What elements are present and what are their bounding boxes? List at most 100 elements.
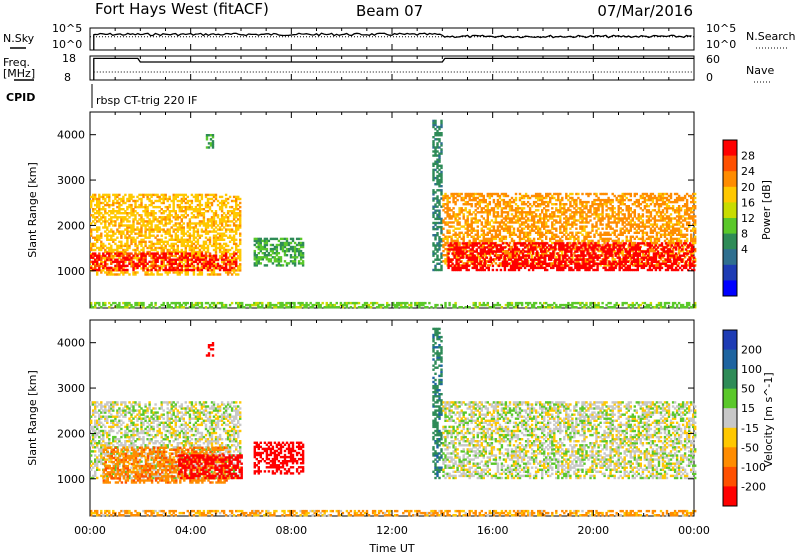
data-cell: [136, 212, 139, 215]
data-cell: [142, 238, 145, 241]
data-cell: [92, 220, 95, 223]
data-cell: [204, 205, 208, 209]
data-cell: [110, 258, 113, 261]
data-cell: [692, 211, 695, 214]
data-cell: [186, 222, 189, 225]
data-cell: [126, 252, 129, 255]
data-cell: [136, 259, 139, 262]
data-cell: [148, 254, 151, 257]
data-cell: [488, 223, 491, 226]
data-cell: [132, 212, 135, 215]
data-cell: [488, 203, 491, 206]
data-cell: [170, 252, 173, 255]
data-cell: [494, 217, 498, 220]
data-cell: [134, 238, 137, 241]
data-cell: [547, 203, 550, 206]
data-cell: [94, 236, 97, 239]
data-cell: [100, 261, 103, 264]
data-cell: [162, 193, 165, 197]
data-cell: [587, 200, 590, 204]
data-cell: [172, 197, 175, 201]
data-cell: [182, 259, 185, 262]
data-cell: [176, 244, 179, 248]
data-cell: [156, 193, 159, 197]
data-cell: [120, 232, 123, 235]
data-cell: [565, 192, 568, 196]
data-cell: [182, 242, 185, 246]
data-cell: [168, 195, 171, 199]
data-cell: [102, 208, 105, 211]
data-cell: [102, 244, 105, 248]
data-cell: [178, 250, 181, 254]
data-cell: [206, 273, 210, 276]
data-cell: [639, 221, 642, 224]
data-cell: [100, 218, 103, 221]
data-cell: [595, 221, 598, 224]
data-cell: [261, 247, 264, 251]
data-cell: [148, 222, 151, 225]
data-cell: [164, 240, 167, 243]
data-cell: [96, 220, 99, 223]
data-cell: [180, 271, 183, 274]
data-cell: [216, 238, 220, 241]
data-cell: [194, 236, 198, 239]
data-cell: [184, 212, 187, 215]
data-cell: [132, 210, 135, 213]
data-cell: [152, 248, 155, 252]
data-cell: [150, 222, 153, 225]
data-cell: [100, 246, 103, 250]
data-cell: [178, 208, 181, 211]
data-cell: [474, 196, 477, 200]
data-cell: [116, 230, 119, 233]
data-cell: [174, 236, 177, 239]
data-cell: [180, 199, 183, 203]
data-cell: [184, 197, 187, 201]
data-cell: [170, 234, 173, 237]
data-cell: [172, 201, 175, 205]
data-cell: [190, 193, 194, 197]
data-cell: [128, 262, 131, 265]
data-cell: [100, 269, 103, 272]
data-cell: [110, 261, 113, 264]
data-cell: [100, 240, 103, 243]
data-cell: [174, 210, 177, 213]
data-cell: [166, 199, 169, 203]
data-cell: [641, 213, 645, 216]
data-cell: [694, 223, 697, 226]
data-cell: [434, 121, 437, 125]
data-cell: [158, 216, 161, 219]
data-cell: [182, 240, 185, 243]
data-cell: [160, 248, 163, 252]
data-cell: [196, 240, 200, 243]
data-cell: [110, 220, 113, 223]
data-cell: [156, 199, 159, 203]
data-cell: [549, 198, 552, 202]
data-cell: [122, 230, 125, 233]
data-cell: [194, 246, 198, 250]
data-cell: [140, 230, 143, 233]
data-cell: [480, 221, 483, 224]
data-cell: [444, 211, 447, 214]
data-cell: [146, 236, 149, 239]
data-cell: [239, 263, 242, 266]
data-cell: [188, 220, 192, 223]
data-cell: [140, 234, 143, 237]
data-cell: [257, 252, 260, 255]
data-cell: [142, 193, 145, 197]
data-cell: [140, 197, 143, 201]
data-cell: [190, 208, 194, 211]
data-cell: [140, 261, 143, 264]
data-cell: [208, 193, 212, 197]
data-cell: [158, 268, 161, 272]
data-cell: [196, 222, 200, 225]
data-cell: [132, 214, 135, 217]
data-cell: [122, 252, 125, 256]
data-cell: [98, 234, 101, 237]
data-cell: [671, 205, 675, 208]
data-cell: [120, 242, 123, 246]
data-cell: [488, 227, 491, 230]
data-cell: [118, 208, 121, 211]
data-cell: [154, 248, 157, 252]
data-cell: [192, 246, 196, 250]
data-cell: [625, 205, 628, 208]
